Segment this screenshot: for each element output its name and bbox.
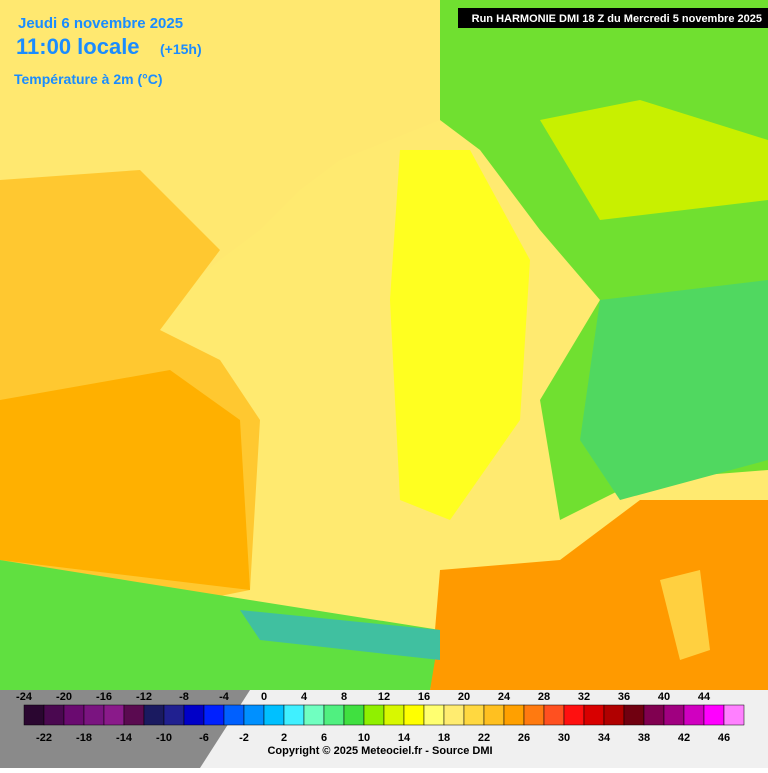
legend-label: -18	[76, 732, 92, 744]
east-france	[390, 150, 530, 520]
legend-swatch	[283, 704, 305, 726]
biscay	[0, 370, 250, 590]
legend-label: 14	[398, 732, 411, 744]
legend-label: 28	[538, 691, 550, 703]
alps	[580, 280, 768, 500]
legend-swatch	[203, 704, 225, 726]
legend-swatch	[603, 704, 625, 726]
legend-swatch	[563, 704, 585, 726]
legend-swatch	[323, 704, 345, 726]
corsica	[660, 570, 710, 660]
legend-label: 20	[458, 691, 470, 703]
legend-swatch	[123, 704, 145, 726]
legend-swatch	[523, 704, 545, 726]
legend-swatch	[343, 704, 365, 726]
run-banner	[458, 8, 768, 28]
legend-label: 18	[438, 732, 450, 744]
legend-swatch	[23, 704, 45, 726]
lead-time: (+15h)	[160, 41, 202, 57]
legend-swatch	[83, 704, 105, 726]
legend-swatch	[363, 704, 385, 726]
legend-label: 26	[518, 732, 530, 744]
legend-label: 0	[261, 691, 267, 703]
legend-swatch	[43, 704, 65, 726]
legend-swatch	[263, 704, 285, 726]
legend-label: 36	[618, 691, 630, 703]
legend-label: -6	[199, 732, 209, 744]
legend-label: -4	[219, 691, 230, 703]
legend-label: 24	[498, 691, 511, 703]
legend-label: 16	[418, 691, 430, 703]
legend-label: 2	[281, 732, 287, 744]
legend-label: -24	[16, 691, 33, 703]
legend-label: 22	[478, 732, 490, 744]
legend: -24-22-20-18-16-14-12-10-8-6-4-202468101…	[16, 691, 745, 744]
legend-label: 42	[678, 732, 690, 744]
legend-label: 34	[598, 732, 611, 744]
legend-swatch	[143, 704, 165, 726]
legend-label: -10	[156, 732, 172, 744]
legend-label: 10	[358, 732, 370, 744]
legend-label: 8	[341, 691, 347, 703]
legend-swatch	[303, 704, 325, 726]
pyrenees	[240, 610, 440, 660]
legend-swatch	[723, 704, 745, 726]
legend-label: 44	[698, 691, 711, 703]
legend-swatch	[663, 704, 685, 726]
legend-swatch	[163, 704, 185, 726]
copyright: Copyright © 2025 Meteociel.fr - Source D…	[267, 745, 492, 757]
legend-label: -14	[116, 732, 133, 744]
legend-swatch	[683, 704, 705, 726]
legend-swatch	[183, 704, 205, 726]
legend-label: 4	[301, 691, 308, 703]
legend-swatch	[483, 704, 505, 726]
legend-swatch	[403, 704, 425, 726]
legend-swatch	[423, 704, 445, 726]
legend-swatch	[643, 704, 665, 726]
legend-swatch	[503, 704, 525, 726]
legend-swatch	[543, 704, 565, 726]
run-info: Run HARMONIE DMI 18 Z du Mercredi 5 nove…	[472, 13, 762, 25]
legend-label: -8	[179, 691, 189, 703]
legend-swatch	[103, 704, 125, 726]
variable: Température à 2m (°C)	[14, 71, 163, 87]
legend-swatch	[223, 704, 245, 726]
spain	[0, 560, 440, 690]
legend-label: -20	[56, 691, 72, 703]
legend-label: 38	[638, 732, 650, 744]
legend-label: 40	[658, 691, 670, 703]
legend-label: -22	[36, 732, 52, 744]
legend-swatch	[463, 704, 485, 726]
legend-label: 30	[558, 732, 570, 744]
legend-label: 12	[378, 691, 390, 703]
legend-swatch	[703, 704, 725, 726]
legend-swatch	[63, 704, 85, 726]
legend-label: 46	[718, 732, 730, 744]
legend-swatch	[383, 704, 405, 726]
north-germany	[540, 100, 768, 220]
legend-label: -12	[136, 691, 152, 703]
legend-swatch	[243, 704, 265, 726]
date: Jeudi 6 novembre 2025	[18, 15, 183, 32]
time: 11:00 locale	[16, 34, 140, 59]
legend-swatch	[583, 704, 605, 726]
legend-label: 32	[578, 691, 590, 703]
legend-swatch	[443, 704, 465, 726]
legend-swatch	[623, 704, 645, 726]
legend-label: -16	[96, 691, 112, 703]
legend-label: -2	[239, 732, 249, 744]
legend-label: 6	[321, 732, 327, 744]
